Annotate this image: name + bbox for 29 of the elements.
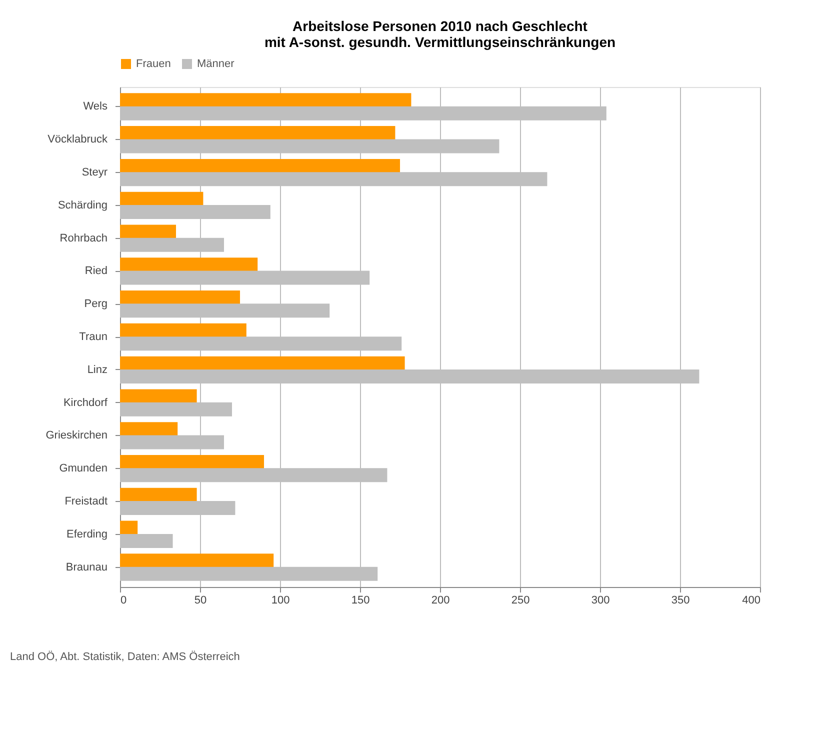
y-tick-label: Eferding [66, 528, 108, 540]
y-tick-label: Steyr [82, 166, 108, 179]
x-tick-label: 350 [671, 594, 690, 606]
y-tick-label: Ried [84, 265, 108, 278]
x-tick-label: 150 [351, 594, 370, 606]
y-tick-label: Freistadt [64, 495, 108, 508]
x-tick-label: 250 [511, 594, 530, 606]
x-tick-label: 50 [194, 594, 207, 606]
y-tick-label: Schärding [58, 199, 108, 212]
y-tick-label: Rohrbach [60, 232, 108, 244]
y-tick-label: Vöcklabruck [48, 134, 108, 146]
legend-label: Männer [197, 58, 235, 70]
y-tick-label: Gmunden [59, 462, 108, 475]
text: Land OÖ, Abt. Statistik, Daten: AMS Österreich [10, 650, 240, 663]
y-tick-label: Kirchdorf [63, 396, 108, 409]
text: mit A-sonst. gesundh. Vermittlungseinschränkungen [264, 34, 616, 50]
x-tick-label: 300 [591, 594, 610, 606]
x-tick-label: 100 [271, 594, 290, 606]
text: Arbeitslose Personen 2010 nach Geschlecht [292, 18, 588, 34]
y-tick-label: Grieskirchen [46, 430, 108, 442]
y-tick-label: Braunau [66, 561, 108, 574]
y-tick-label: Wels [83, 100, 108, 113]
legend-label: Frauen [136, 58, 171, 70]
y-tick-label: Perg [84, 298, 108, 310]
x-tick-label: 200 [431, 594, 450, 606]
y-tick-label: Linz [87, 364, 108, 376]
y-tick-label: Traun [79, 331, 108, 343]
x-tick-label: 0 [120, 594, 127, 606]
x-tick-label: 400 [742, 594, 760, 606]
